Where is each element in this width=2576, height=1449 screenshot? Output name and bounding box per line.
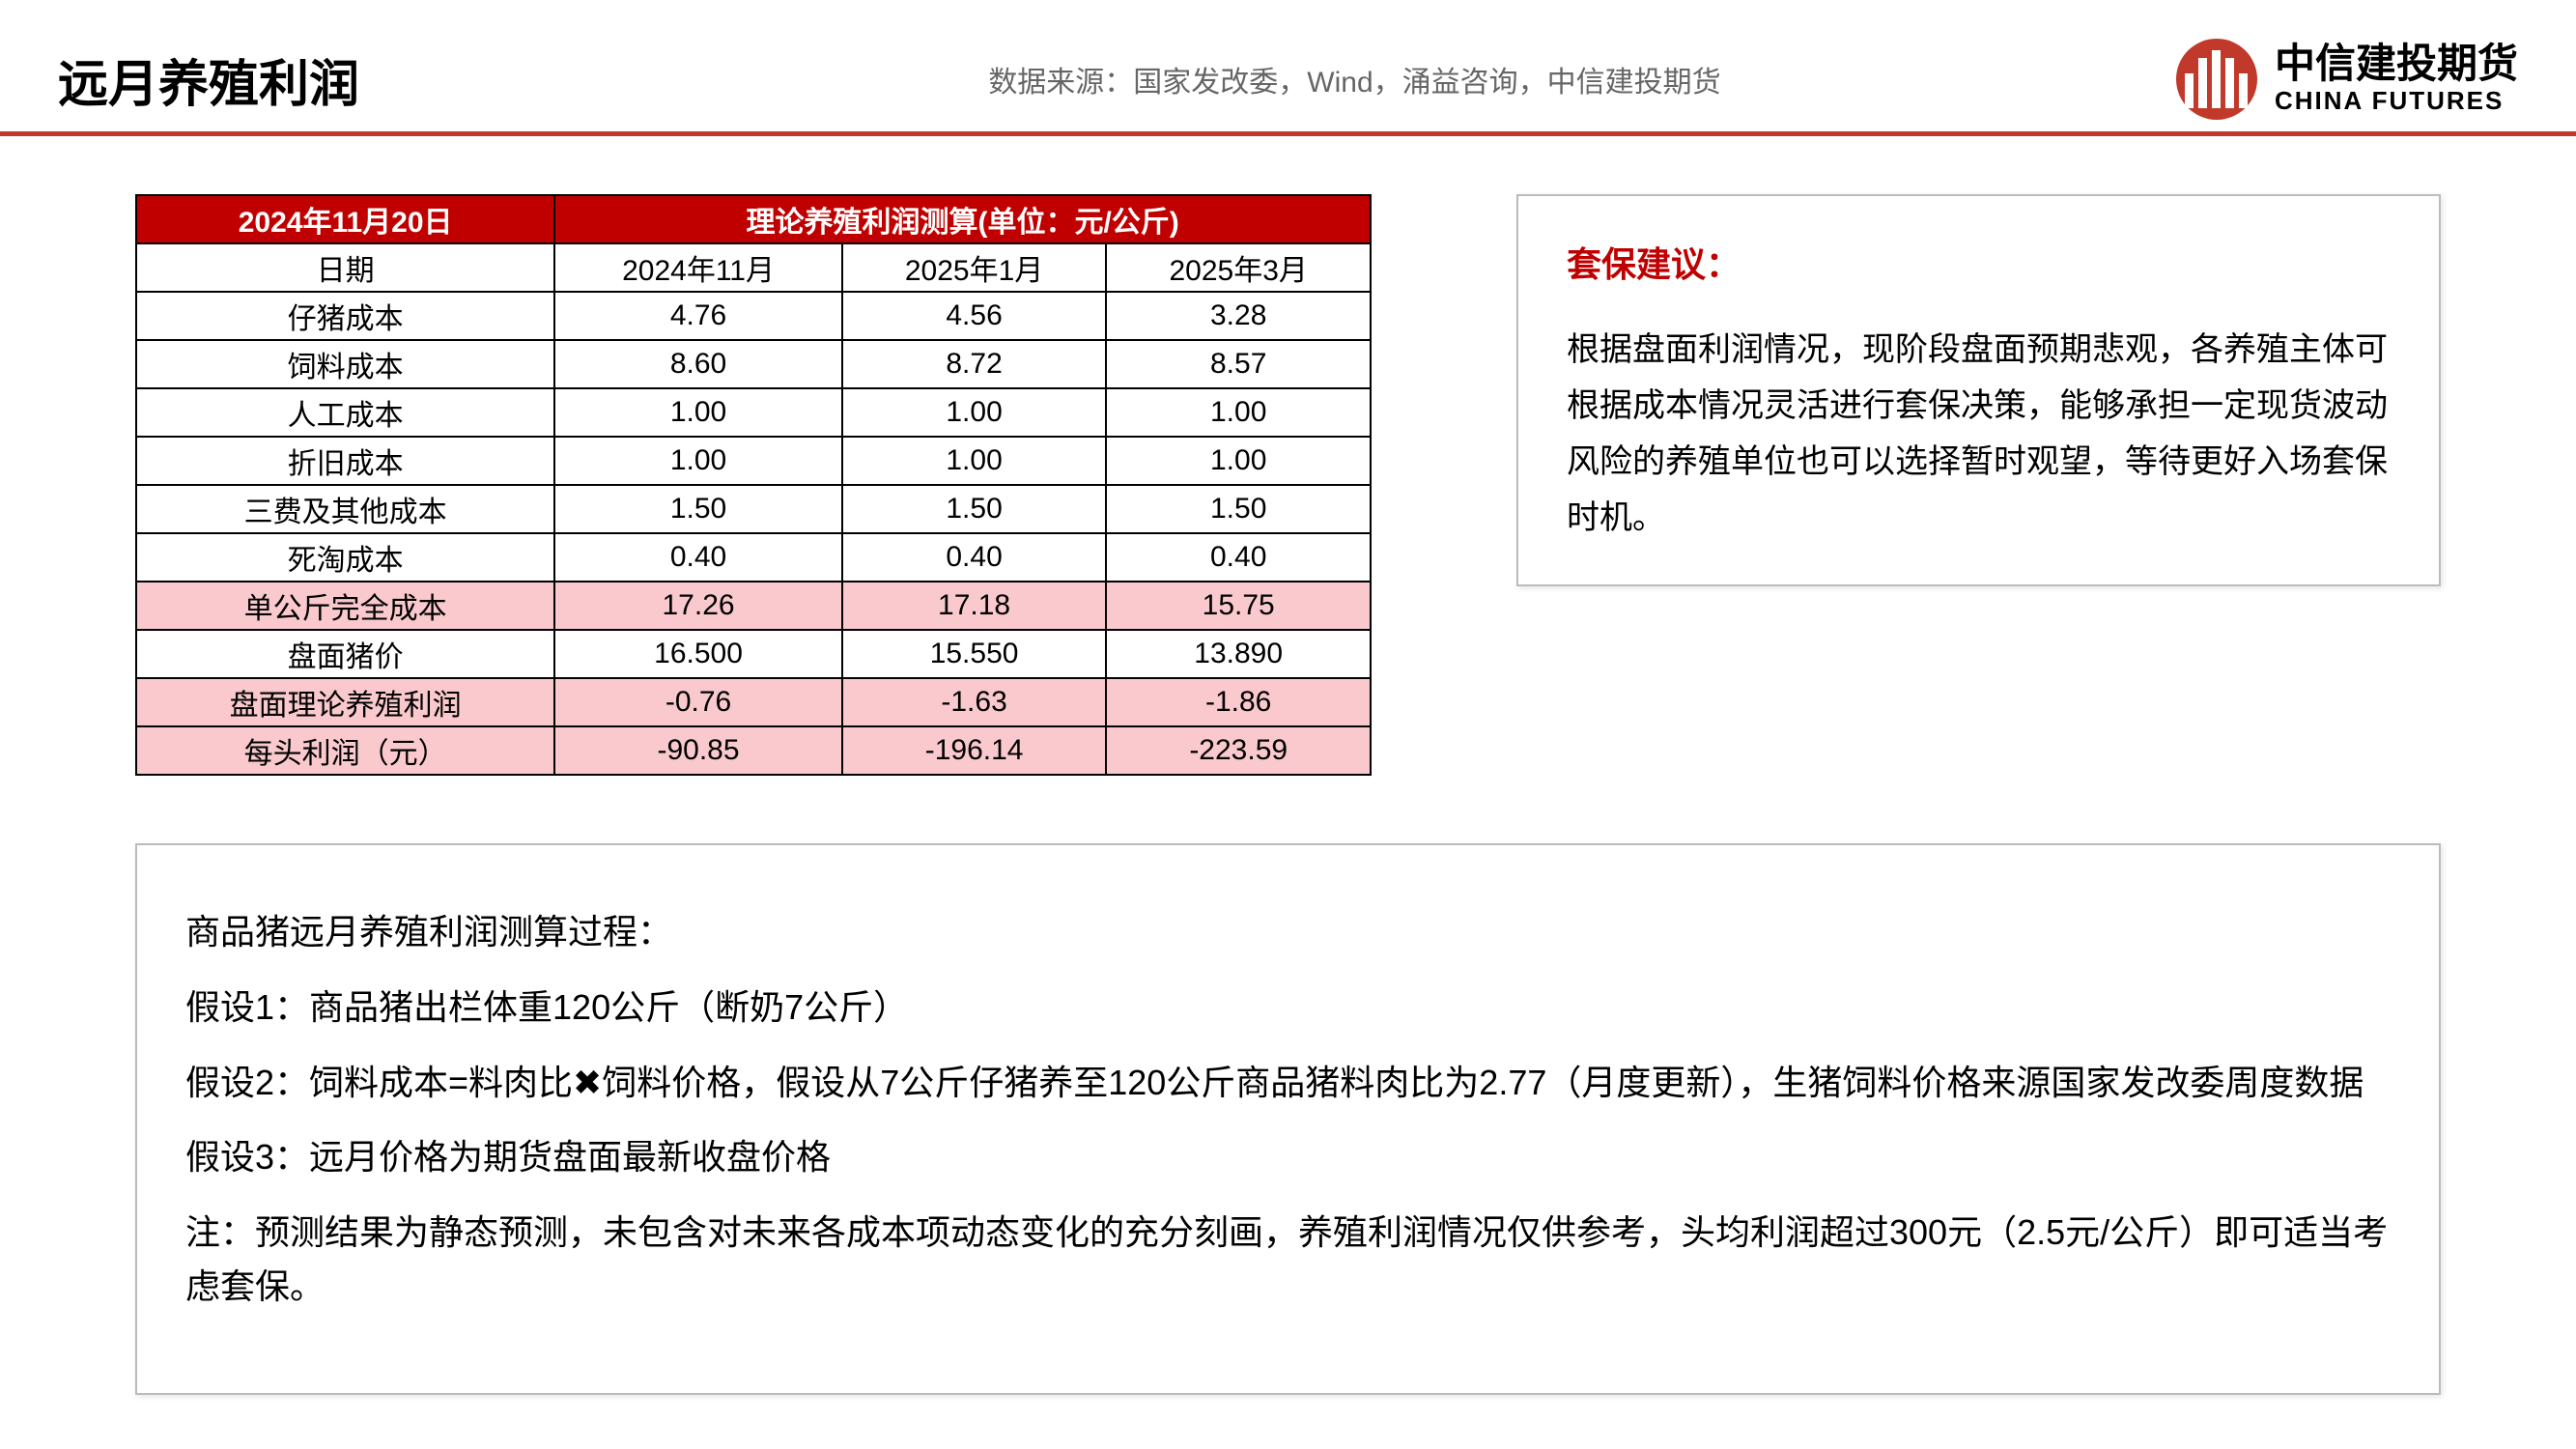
col-1: 2025年1月	[842, 243, 1107, 292]
table-col-header-row: 日期 2024年11月 2025年1月 2025年3月	[136, 243, 1371, 292]
advice-column: 套保建议： 根据盘面利润情况，现阶段盘面预期悲观，各养殖主体可根据成本情况灵活进…	[1516, 194, 2441, 776]
cell: 8.57	[1106, 340, 1371, 388]
brand-name-cn: 中信建投期货	[2275, 43, 2518, 85]
table-row: 仔猪成本4.764.563.28	[136, 292, 1371, 340]
table-row: 死淘成本0.400.400.40	[136, 533, 1371, 582]
table-row: 人工成本1.001.001.00	[136, 388, 1371, 437]
cell: -223.59	[1106, 726, 1371, 775]
cell: -1.63	[842, 678, 1107, 726]
cell: 17.18	[842, 582, 1107, 630]
row-label: 人工成本	[136, 388, 554, 437]
advice-body: 根据盘面利润情况，现阶段盘面预期悲观，各养殖主体可根据成本情况灵活进行套保决策，…	[1567, 323, 2391, 546]
cell: 16.500	[554, 630, 842, 678]
cell: 1.50	[842, 485, 1107, 533]
brand-name-en: CHINA FUTURES	[2275, 86, 2518, 116]
cell: 15.550	[842, 630, 1107, 678]
row-label: 死淘成本	[136, 533, 554, 582]
row-label: 仔猪成本	[136, 292, 554, 340]
method-p3: 假设3：远月价格为期货盘面最新收盘价格	[185, 1130, 2391, 1184]
brand-logo: 中信建投期货 CHINA FUTURES	[2176, 39, 2518, 120]
profit-table: 2024年11月20日 理论养殖利润测算(单位：元/公斤) 日期 2024年11…	[135, 194, 1372, 776]
cell: 4.56	[842, 292, 1107, 340]
col-2: 2025年3月	[1106, 243, 1371, 292]
row-label: 单公斤完全成本	[136, 582, 554, 630]
cell: 0.40	[554, 533, 842, 582]
cell: -0.76	[554, 678, 842, 726]
cell: 1.00	[554, 437, 842, 485]
cell: -196.14	[842, 726, 1107, 775]
row-label: 折旧成本	[136, 437, 554, 485]
cell: 13.890	[1106, 630, 1371, 678]
col-header-label: 日期	[136, 243, 554, 292]
table-row: 三费及其他成本1.501.501.50	[136, 485, 1371, 533]
table-row: 盘面理论养殖利润-0.76-1.63-1.86	[136, 678, 1371, 726]
cell: 3.28	[1106, 292, 1371, 340]
table-row: 盘面猪价16.50015.55013.890	[136, 630, 1371, 678]
method-box: 商品猪远月养殖利润测算过程： 假设1：商品猪出栏体重120公斤（断奶7公斤） 假…	[135, 843, 2441, 1395]
cell: 1.00	[842, 388, 1107, 437]
col-0: 2024年11月	[554, 243, 842, 292]
row-label: 每头利润（元）	[136, 726, 554, 775]
row-label: 盘面猪价	[136, 630, 554, 678]
cell: 17.26	[554, 582, 842, 630]
cell: -90.85	[554, 726, 842, 775]
cell: -1.86	[1106, 678, 1371, 726]
table-row: 每头利润（元）-90.85-196.14-223.59	[136, 726, 1371, 775]
cell: 1.50	[554, 485, 842, 533]
row-label: 盘面理论养殖利润	[136, 678, 554, 726]
data-source-label: 数据来源：国家发改委，Wind，涌益咨询，中信建投期货	[359, 58, 2176, 100]
table-row: 单公斤完全成本17.2617.1815.75	[136, 582, 1371, 630]
table-top-left: 2024年11月20日	[136, 195, 554, 243]
content-area: 2024年11月20日 理论养殖利润测算(单位：元/公斤) 日期 2024年11…	[0, 136, 2576, 776]
advice-box: 套保建议： 根据盘面利润情况，现阶段盘面预期悲观，各养殖主体可根据成本情况灵活进…	[1516, 194, 2441, 586]
logo-icon	[2176, 39, 2257, 120]
table-top-span: 理论养殖利润测算(单位：元/公斤)	[554, 195, 1371, 243]
cell: 1.50	[1106, 485, 1371, 533]
page-title: 远月养殖利润	[58, 43, 359, 116]
cell: 1.00	[554, 388, 842, 437]
table-top-row: 2024年11月20日 理论养殖利润测算(单位：元/公斤)	[136, 195, 1371, 243]
cell: 0.40	[842, 533, 1107, 582]
table-row: 饲料成本8.608.728.57	[136, 340, 1371, 388]
cell: 4.76	[554, 292, 842, 340]
row-label: 三费及其他成本	[136, 485, 554, 533]
cell: 15.75	[1106, 582, 1371, 630]
method-note: 注：预测结果为静态预测，未包含对未来各成本项动态变化的充分刻画，养殖利润情况仅供…	[185, 1206, 2391, 1314]
table-row: 折旧成本1.001.001.00	[136, 437, 1371, 485]
cell: 1.00	[1106, 437, 1371, 485]
cell: 8.72	[842, 340, 1107, 388]
cell: 8.60	[554, 340, 842, 388]
method-heading: 商品猪远月养殖利润测算过程：	[185, 905, 2391, 959]
cell: 0.40	[1106, 533, 1371, 582]
method-p2: 假设2：饲料成本=料肉比✖饲料价格，假设从7公斤仔猪养至120公斤商品猪料肉比为…	[185, 1056, 2391, 1110]
cell: 1.00	[842, 437, 1107, 485]
row-label: 饲料成本	[136, 340, 554, 388]
page-header: 远月养殖利润 数据来源：国家发改委，Wind，涌益咨询，中信建投期货 中信建投期…	[0, 0, 2576, 136]
cell: 1.00	[1106, 388, 1371, 437]
method-p1: 假设1：商品猪出栏体重120公斤（断奶7公斤）	[185, 980, 2391, 1035]
table-column: 2024年11月20日 理论养殖利润测算(单位：元/公斤) 日期 2024年11…	[135, 194, 1372, 776]
advice-title: 套保建议：	[1567, 235, 2391, 294]
